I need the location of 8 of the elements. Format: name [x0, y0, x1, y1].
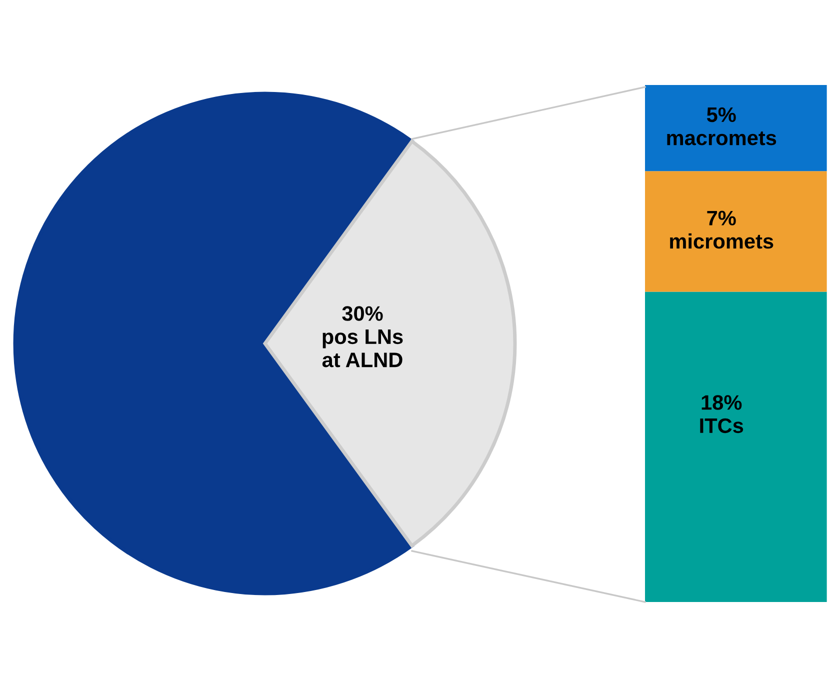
data-label: 7%	[707, 210, 736, 226]
slice-label: pos LNs at ALND	[322, 330, 403, 368]
data-label: 18%	[702, 395, 742, 410]
data-label: 30%	[342, 306, 383, 321]
data-label: 5%	[706, 107, 736, 122]
series-label: micromets	[670, 233, 774, 249]
series-label: ITCs	[700, 418, 744, 434]
series-label: macromets	[667, 131, 776, 146]
